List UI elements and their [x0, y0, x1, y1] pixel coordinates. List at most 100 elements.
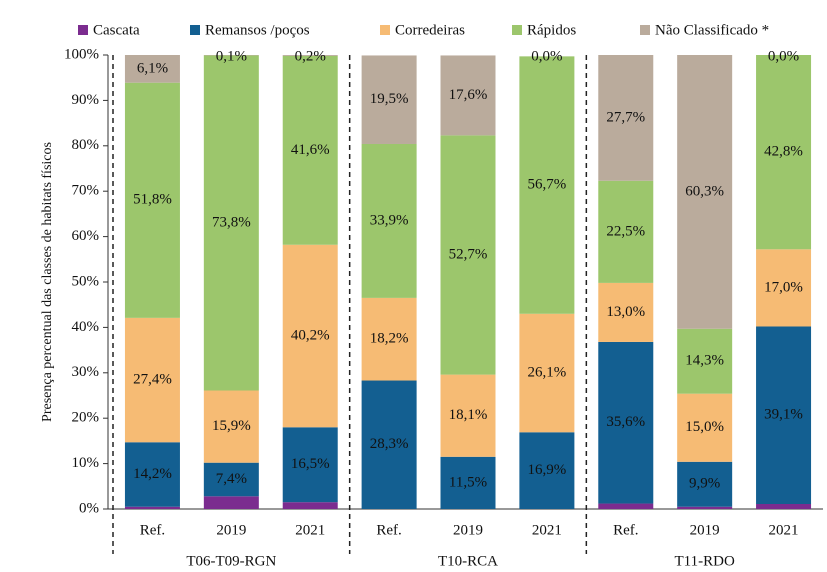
- data-label: 9,9%: [689, 476, 720, 492]
- bar-segment: [598, 503, 654, 509]
- bar-segment: [440, 55, 496, 136]
- legend-label: Corredeiras: [395, 22, 465, 38]
- data-label: 0,0%: [531, 48, 562, 64]
- data-label: 17,6%: [449, 87, 488, 103]
- bar-segment: [361, 380, 417, 509]
- bar-segment: [677, 506, 733, 509]
- x-tick-label: 2019: [690, 522, 720, 538]
- x-tick-label: Ref.: [376, 522, 401, 538]
- bar-segment: [677, 328, 733, 394]
- data-label: 33,9%: [370, 212, 409, 228]
- bar-segment: [440, 135, 496, 375]
- bar-segment: [677, 393, 733, 462]
- x-tick-label: 2019: [453, 522, 483, 538]
- data-label: 15,9%: [212, 418, 251, 434]
- bar-segment: [124, 82, 180, 318]
- bar-segment: [282, 55, 338, 56]
- data-label: 51,8%: [133, 192, 172, 208]
- group-label: T11-RDO: [675, 553, 735, 569]
- y-tick-label: 20%: [72, 410, 100, 426]
- x-tick-label: 2021: [769, 522, 799, 538]
- legend-swatch: [380, 25, 390, 35]
- data-label: 0,0%: [768, 48, 799, 64]
- data-label: 16,5%: [291, 456, 330, 472]
- legend-label: Cascata: [93, 22, 140, 38]
- bar-segment: [677, 461, 733, 507]
- data-label: 26,1%: [528, 364, 567, 380]
- data-label: 17,0%: [764, 279, 803, 295]
- data-label: 27,4%: [133, 372, 172, 388]
- bar-segment: [519, 313, 575, 433]
- bar-segment: [361, 143, 417, 298]
- bar-segment: [598, 180, 654, 283]
- bar-segment: [203, 55, 259, 391]
- legend-swatch: [78, 25, 88, 35]
- x-tick-label: 2019: [216, 522, 246, 538]
- y-axis-label: Presença percentual das classes de habit…: [40, 142, 55, 422]
- bar-segment: [440, 374, 496, 457]
- bar-segment: [203, 496, 259, 509]
- data-label: 16,9%: [528, 462, 567, 478]
- legend-label: Não Classificado *: [655, 22, 769, 38]
- legend-swatch: [512, 25, 522, 35]
- data-label: 14,3%: [685, 353, 724, 369]
- x-tick-label: Ref.: [613, 522, 638, 538]
- bar-segment: [598, 55, 654, 181]
- data-label: 28,3%: [370, 436, 409, 452]
- y-tick-label: 0%: [79, 500, 99, 516]
- legend-swatch: [190, 25, 200, 35]
- bar-segment: [124, 317, 180, 443]
- bar-segment: [124, 55, 180, 83]
- bar-segment: [598, 341, 654, 504]
- y-tick-label: 60%: [72, 228, 100, 244]
- bar-segment: [519, 56, 575, 314]
- y-tick-label: 10%: [72, 455, 100, 471]
- y-tick-label: 50%: [72, 273, 100, 289]
- data-label: 73,8%: [212, 214, 251, 230]
- data-label: 52,7%: [449, 246, 488, 262]
- data-label: 22,5%: [606, 223, 645, 239]
- data-label: 11,5%: [449, 474, 487, 490]
- data-label: 60,3%: [685, 183, 724, 199]
- bar-segment: [361, 297, 417, 381]
- legend-label: Remansos /poços: [205, 22, 310, 38]
- x-tick-label: 2021: [295, 522, 325, 538]
- bar-segment: [756, 55, 812, 250]
- data-label: 14,2%: [133, 466, 172, 482]
- data-label: 41,6%: [291, 142, 330, 158]
- y-tick-label: 100%: [64, 46, 99, 62]
- data-label: 13,0%: [606, 304, 645, 320]
- data-label: 19,5%: [370, 91, 409, 107]
- bar-segment: [282, 502, 338, 509]
- y-tick-label: 30%: [72, 364, 100, 380]
- data-label: 35,6%: [606, 414, 645, 430]
- bar-segment: [440, 456, 496, 509]
- data-label: 56,7%: [528, 177, 567, 193]
- bar-segment: [282, 55, 338, 245]
- bar-segment: [282, 244, 338, 428]
- data-label: 40,2%: [291, 327, 330, 343]
- data-label: 42,8%: [764, 144, 803, 160]
- x-tick-label: 2021: [532, 522, 562, 538]
- data-label: 18,1%: [449, 407, 488, 423]
- group-label: T10-RCA: [438, 553, 498, 569]
- group-label: T06-T09-RGN: [186, 553, 276, 569]
- x-tick-label: Ref.: [140, 522, 165, 538]
- bar-segment: [519, 432, 575, 509]
- bar-segment: [203, 390, 259, 463]
- bar-segment: [598, 282, 654, 342]
- legend-label: Rápidos: [527, 22, 576, 38]
- bar-segment: [756, 249, 812, 327]
- bar-segment: [124, 442, 180, 507]
- data-label: 0,1%: [216, 48, 247, 64]
- bar-segment: [677, 55, 733, 329]
- data-label: 0,2%: [295, 48, 326, 64]
- y-tick-label: 40%: [72, 319, 100, 335]
- data-label: 27,7%: [606, 109, 645, 125]
- y-tick-label: 80%: [72, 137, 100, 153]
- bar-segment: [124, 506, 180, 509]
- data-label: 15,0%: [685, 419, 724, 435]
- data-label: 6,1%: [137, 60, 168, 76]
